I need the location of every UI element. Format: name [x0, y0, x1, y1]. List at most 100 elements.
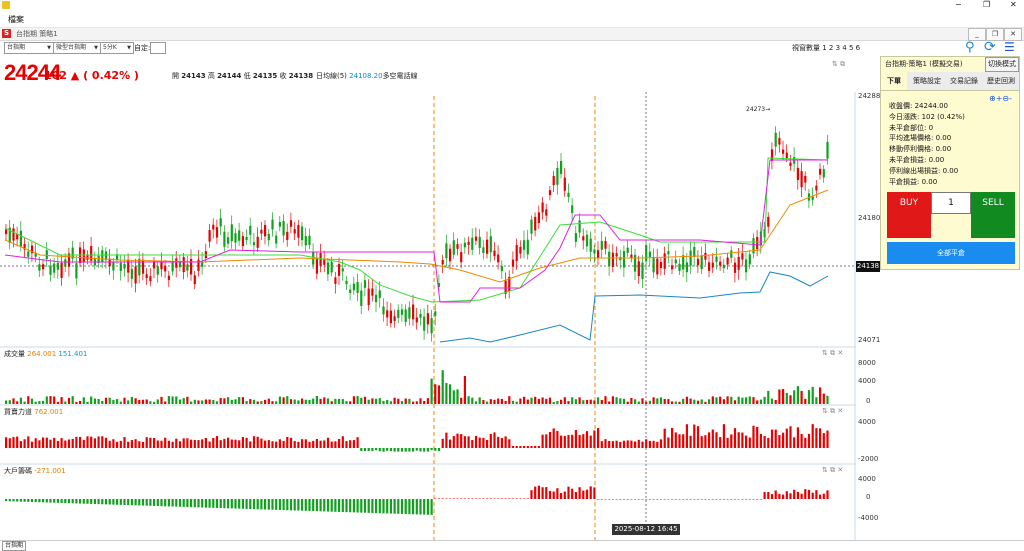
- candle-body: [67, 253, 71, 267]
- sell-button-body[interactable]: [971, 214, 1015, 238]
- product-select[interactable]: 台指期 ▼: [4, 42, 54, 54]
- candle-body: [30, 245, 34, 254]
- force-bar: [164, 437, 167, 448]
- force-bar: [822, 433, 825, 448]
- force-bar: [134, 439, 137, 448]
- candle-body: [571, 205, 574, 213]
- candle-body: [671, 265, 674, 270]
- candle-body: [371, 288, 374, 296]
- menu-file[interactable]: 檔案: [8, 15, 24, 24]
- bigplayer-bar: [167, 499, 170, 507]
- bigplayer-bar: [511, 498, 515, 499]
- chevron-down-icon: ▼: [47, 45, 51, 51]
- volume-panel-tools[interactable]: ⇅ ⧉ ✕: [822, 349, 844, 357]
- candle-body: [382, 306, 385, 315]
- bigplayer-bar: [611, 499, 614, 500]
- view-count-selector[interactable]: 視窗數量 1 2 3 4 5 6: [792, 44, 861, 52]
- bigplayer-bar: [500, 498, 503, 499]
- candle-body: [175, 258, 178, 268]
- bigplayer-bar: [819, 494, 822, 499]
- volume-bar: [215, 401, 219, 404]
- force-bar: [408, 448, 411, 452]
- candle-body: [611, 252, 614, 267]
- force-bar: [585, 431, 589, 448]
- signal-icon[interactable]: ⚲: [965, 40, 975, 55]
- tab-order[interactable]: 下單: [881, 72, 907, 90]
- quantity-input[interactable]: 1: [931, 192, 971, 214]
- volume-bar: [741, 397, 744, 404]
- chart-settings-icon[interactable]: ⇅ ⧉: [832, 60, 846, 68]
- volume-bar: [156, 399, 159, 404]
- close-button[interactable]: ✕: [1010, 0, 1017, 9]
- minimize-button[interactable]: −: [955, 0, 962, 9]
- tab-trade-records[interactable]: 交易記錄: [950, 77, 978, 85]
- candle-body: [789, 162, 792, 167]
- bigplayer-bar: [71, 499, 74, 504]
- force-bar: [674, 432, 677, 448]
- bigplayer-bar: [349, 499, 352, 513]
- status-tab[interactable]: 台指期: [2, 541, 27, 551]
- candle-body: [56, 262, 59, 270]
- custom-input[interactable]: [150, 42, 166, 54]
- volume-bar: [685, 396, 688, 404]
- sell-button[interactable]: SELL: [971, 192, 1015, 214]
- candle-body: [241, 236, 244, 247]
- bigplayer-bar: [175, 499, 178, 507]
- period-select[interactable]: 5分K ▼: [100, 42, 134, 54]
- bigplayer-bar: [615, 499, 618, 500]
- buy-button-body[interactable]: [887, 214, 931, 238]
- bigplayer-bar: [778, 493, 781, 499]
- volume-bar: [715, 397, 718, 404]
- bigplayer-bar: [252, 499, 256, 510]
- force-bar: [515, 446, 518, 448]
- candle-body: [726, 257, 729, 265]
- switch-mode-button[interactable]: 切換模式: [985, 57, 1019, 72]
- contract-select[interactable]: 微型台指期 ▼: [53, 42, 101, 54]
- candle-body: [378, 290, 381, 298]
- refresh-icon[interactable]: ⟳: [984, 39, 996, 55]
- bigplayer-bar: [748, 499, 751, 500]
- doc-close-button[interactable]: ✕: [1004, 28, 1022, 41]
- zoom-controls[interactable]: ⊕+⊖-: [989, 94, 1012, 103]
- force-bar: [819, 428, 822, 448]
- close-all-button[interactable]: 全部平倉: [887, 242, 1015, 264]
- buy-button[interactable]: BUY: [887, 192, 931, 214]
- candle-body: [60, 262, 63, 278]
- tab-strategy-settings[interactable]: 策略設定: [913, 77, 941, 85]
- bigplayer-bar: [19, 499, 22, 502]
- buysell-panel-tools[interactable]: ⇅ ⧉ ✕: [822, 407, 844, 415]
- candle-body: [153, 261, 156, 269]
- volume-bar: [167, 396, 170, 404]
- maximize-button[interactable]: ❐: [983, 0, 991, 9]
- force-bar: [715, 432, 718, 448]
- doc-minimize-button[interactable]: _: [968, 28, 986, 41]
- volume-bar: [64, 401, 67, 404]
- volume-bar: [82, 397, 85, 404]
- force-bar: [456, 433, 459, 448]
- users-icon[interactable]: ☰: [1004, 40, 1015, 54]
- candle-body: [689, 250, 692, 266]
- force-bar: [437, 448, 441, 452]
- force-bar: [548, 431, 552, 448]
- price-chart[interactable]: [0, 92, 856, 540]
- bigplayer-panel-tools[interactable]: ⇅ ⧉ ✕: [822, 466, 844, 474]
- force-bar: [160, 440, 163, 448]
- volume-bar: [330, 401, 333, 404]
- volume-bar: [349, 401, 352, 404]
- force-bar: [256, 436, 259, 448]
- doc-restore-button[interactable]: ❐: [986, 28, 1004, 41]
- volume-bar: [138, 399, 141, 404]
- volume-bar: [119, 401, 122, 404]
- force-bar: [645, 439, 648, 448]
- volume-bar: [671, 401, 674, 404]
- force-bar: [615, 440, 618, 448]
- open-value: 24143: [181, 72, 206, 80]
- volume-bar: [341, 399, 344, 404]
- candle-body: [53, 263, 56, 273]
- candle-body: [811, 196, 814, 200]
- bigplayer-bar: [622, 499, 626, 500]
- candle-body: [745, 259, 748, 273]
- volume-bar: [726, 396, 729, 404]
- tab-backtest[interactable]: 歷史回測: [987, 77, 1015, 85]
- force-bar: [275, 441, 278, 448]
